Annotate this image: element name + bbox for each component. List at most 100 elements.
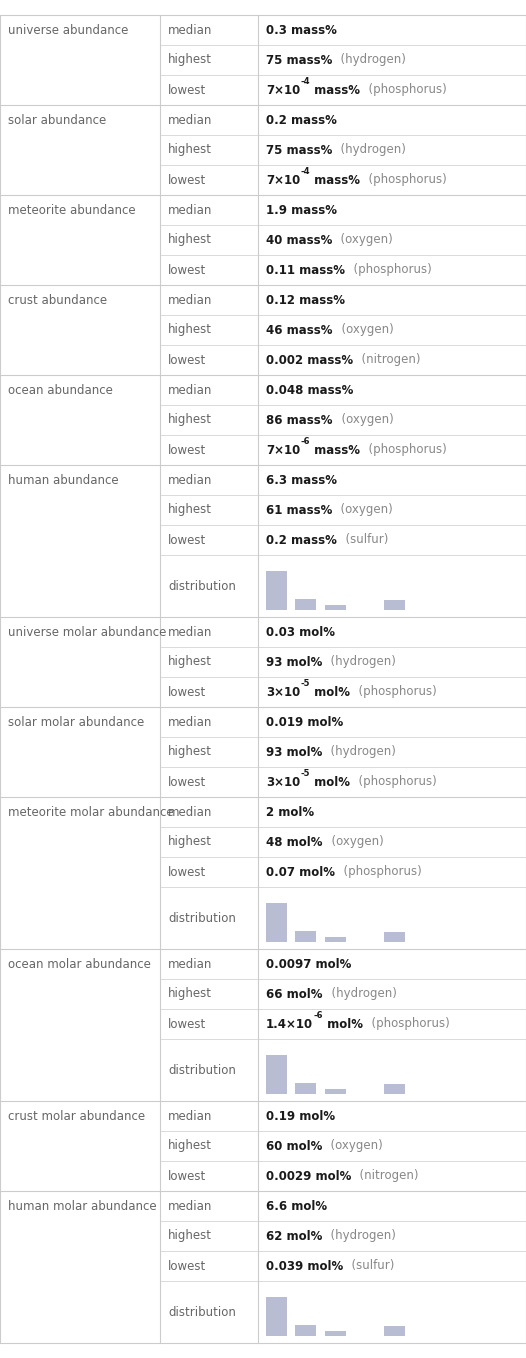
- Text: 66 mol%: 66 mol%: [266, 987, 322, 1001]
- Text: (hydrogen): (hydrogen): [323, 656, 396, 668]
- Text: (hydrogen): (hydrogen): [333, 144, 406, 156]
- Text: lowest: lowest: [168, 1017, 206, 1031]
- Text: 7×10: 7×10: [266, 444, 300, 456]
- Text: -5: -5: [300, 769, 310, 778]
- Text: (hydrogen): (hydrogen): [323, 746, 396, 759]
- Text: 75 mass%: 75 mass%: [266, 53, 332, 67]
- Text: (phosphorus): (phosphorus): [351, 686, 437, 698]
- Text: universe abundance: universe abundance: [8, 23, 128, 37]
- Bar: [383, 1084, 404, 1093]
- Text: universe molar abundance: universe molar abundance: [8, 626, 166, 638]
- Text: 0.19 mol%: 0.19 mol%: [266, 1109, 335, 1123]
- Text: human abundance: human abundance: [8, 474, 119, 486]
- Bar: [325, 1331, 346, 1335]
- Text: mass%: mass%: [310, 444, 360, 456]
- Text: (hydrogen): (hydrogen): [323, 1229, 396, 1243]
- Text: 62 mol%: 62 mol%: [266, 1229, 322, 1243]
- Text: highest: highest: [168, 413, 212, 426]
- Text: median: median: [168, 23, 213, 37]
- Text: ocean molar abundance: ocean molar abundance: [8, 957, 151, 971]
- Text: (hydrogen): (hydrogen): [323, 987, 397, 1001]
- Text: 6.6 mol%: 6.6 mol%: [266, 1199, 327, 1213]
- Text: (oxygen): (oxygen): [323, 1139, 383, 1153]
- Text: mol%: mol%: [310, 686, 350, 698]
- Text: 60 mol%: 60 mol%: [266, 1139, 322, 1153]
- Text: 40 mass%: 40 mass%: [266, 234, 332, 247]
- Bar: [266, 903, 287, 941]
- Text: 1.4×10: 1.4×10: [266, 1017, 313, 1031]
- Text: highest: highest: [168, 1229, 212, 1243]
- Text: 0.0097 mol%: 0.0097 mol%: [266, 957, 351, 971]
- Text: -5: -5: [300, 679, 310, 689]
- Text: median: median: [168, 1199, 213, 1213]
- Text: (phosphorus): (phosphorus): [336, 865, 422, 879]
- Text: 48 mol%: 48 mol%: [266, 835, 322, 849]
- Text: highest: highest: [168, 504, 212, 516]
- Text: mol%: mol%: [322, 1017, 362, 1031]
- Bar: [325, 606, 346, 610]
- Text: highest: highest: [168, 1139, 212, 1153]
- Text: distribution: distribution: [168, 580, 236, 592]
- Bar: [296, 930, 317, 941]
- Text: median: median: [168, 474, 213, 486]
- Text: lowest: lowest: [168, 1169, 206, 1183]
- Text: highest: highest: [168, 656, 212, 668]
- Bar: [266, 1297, 287, 1335]
- Text: 86 mass%: 86 mass%: [266, 413, 332, 426]
- Text: 7×10: 7×10: [266, 174, 300, 186]
- Text: 0.002 mass%: 0.002 mass%: [266, 353, 353, 367]
- Text: 75 mass%: 75 mass%: [266, 144, 332, 156]
- Text: highest: highest: [168, 144, 212, 156]
- Text: lowest: lowest: [168, 775, 206, 789]
- Text: lowest: lowest: [168, 174, 206, 186]
- Text: lowest: lowest: [168, 263, 206, 277]
- Text: (phosphorus): (phosphorus): [361, 174, 447, 186]
- Text: (phosphorus): (phosphorus): [363, 1017, 449, 1031]
- Text: 3×10: 3×10: [266, 775, 300, 789]
- Text: (oxygen): (oxygen): [333, 323, 393, 337]
- Text: 2 mol%: 2 mol%: [266, 805, 314, 819]
- Text: (hydrogen): (hydrogen): [333, 53, 406, 67]
- Text: 0.048 mass%: 0.048 mass%: [266, 383, 353, 397]
- Text: distribution: distribution: [168, 911, 236, 925]
- Text: 93 mol%: 93 mol%: [266, 746, 322, 759]
- Text: crust abundance: crust abundance: [8, 293, 107, 307]
- Bar: [266, 572, 287, 610]
- Text: (oxygen): (oxygen): [333, 504, 393, 516]
- Bar: [296, 1324, 317, 1335]
- Text: 0.019 mol%: 0.019 mol%: [266, 716, 343, 728]
- Text: lowest: lowest: [168, 1259, 206, 1272]
- Text: 0.0029 mol%: 0.0029 mol%: [266, 1169, 351, 1183]
- Bar: [383, 1325, 404, 1335]
- Bar: [325, 937, 346, 941]
- Text: (oxygen): (oxygen): [323, 835, 383, 849]
- Text: lowest: lowest: [168, 534, 206, 546]
- Text: 0.2 mass%: 0.2 mass%: [266, 114, 337, 126]
- Text: median: median: [168, 716, 213, 728]
- Text: 6.3 mass%: 6.3 mass%: [266, 474, 337, 486]
- Text: crust molar abundance: crust molar abundance: [8, 1109, 145, 1123]
- Bar: [266, 1055, 287, 1093]
- Text: (phosphorus): (phosphorus): [361, 444, 447, 456]
- Text: -4: -4: [300, 167, 310, 177]
- Text: distribution: distribution: [168, 1305, 236, 1319]
- Text: 3×10: 3×10: [266, 686, 300, 698]
- Text: median: median: [168, 957, 213, 971]
- Text: highest: highest: [168, 53, 212, 67]
- Bar: [296, 599, 317, 610]
- Text: highest: highest: [168, 234, 212, 247]
- Bar: [296, 1082, 317, 1093]
- Text: meteorite abundance: meteorite abundance: [8, 204, 136, 216]
- Text: (phosphorus): (phosphorus): [346, 263, 432, 277]
- Text: (oxygen): (oxygen): [333, 413, 393, 426]
- Text: median: median: [168, 204, 213, 216]
- Text: 46 mass%: 46 mass%: [266, 323, 332, 337]
- Text: highest: highest: [168, 323, 212, 337]
- Bar: [325, 1089, 346, 1093]
- Text: -6: -6: [313, 1012, 322, 1020]
- Text: (phosphorus): (phosphorus): [351, 775, 437, 789]
- Text: (phosphorus): (phosphorus): [361, 83, 447, 96]
- Text: solar molar abundance: solar molar abundance: [8, 716, 144, 728]
- Text: median: median: [168, 626, 213, 638]
- Text: median: median: [168, 805, 213, 819]
